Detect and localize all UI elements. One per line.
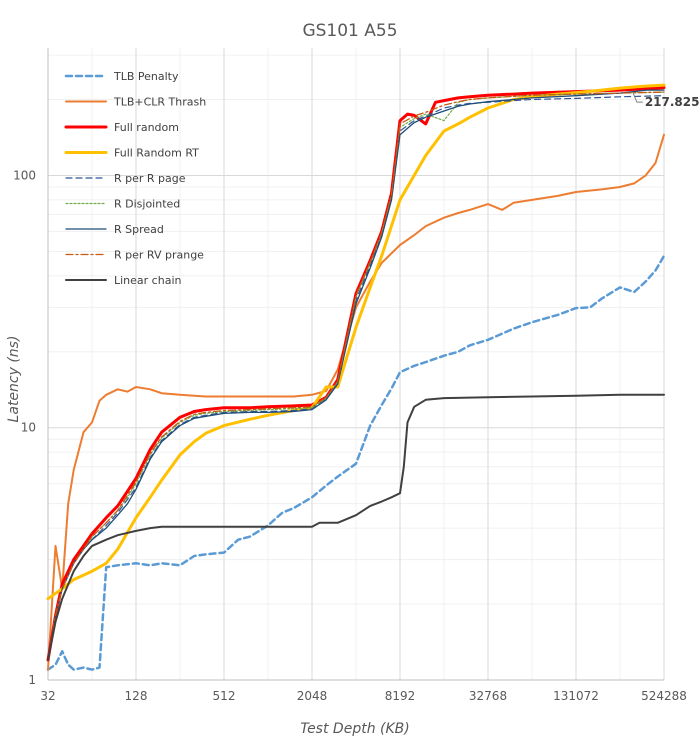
series-line-full-random xyxy=(46,86,666,662)
series-group xyxy=(46,83,666,671)
grid xyxy=(47,48,665,681)
y-tick-label: 100 xyxy=(13,168,36,182)
legend-label-r-per-r-page: R per R page xyxy=(114,172,186,185)
y-axis-title: Latency (ns) xyxy=(6,336,22,423)
x-axis-title: Test Depth (KB) xyxy=(300,721,409,737)
series-line-tlb-penalty xyxy=(46,254,666,671)
x-tick-label: 32 xyxy=(40,689,55,703)
data-label-annotation: 217.825 xyxy=(645,95,700,109)
axes: 32 128 512 2048 8192 32768 131072 524288 1 10 100 xyxy=(13,48,687,703)
annotation-leader-line xyxy=(632,91,643,103)
legend-label-full-random-rt: Full Random RT xyxy=(114,147,199,160)
legend-label-full-random: Full random xyxy=(114,121,179,134)
x-tick-label: 512 xyxy=(213,689,236,703)
x-tick-label: 524288 xyxy=(641,689,687,703)
chart-title: GS101 A55 xyxy=(302,21,397,41)
series-line-r-per-r-page xyxy=(47,95,665,661)
legend-label-r-per-rv-prange: R per RV prange xyxy=(114,249,204,262)
series-line-r-spread xyxy=(47,89,665,661)
y-tick-label: 1 xyxy=(28,673,36,687)
legend-label-linear-chain: Linear chain xyxy=(114,274,182,287)
legend-label-tlb-penalty: TLB Penalty xyxy=(113,70,179,83)
legend: TLB Penalty TLB+CLR Thrash Full random Full… xyxy=(64,70,206,287)
y-tick-label: 10 xyxy=(21,421,36,435)
series-line-r-per-rv-prange xyxy=(47,91,665,661)
x-tick-label: 131072 xyxy=(553,689,599,703)
x-tick-label: 8192 xyxy=(385,689,416,703)
series-line-linear-chain xyxy=(47,393,665,661)
x-tick-label: 32768 xyxy=(469,689,507,703)
series-line-tlb-clr-thrash xyxy=(47,133,665,671)
legend-label-r-spread: R Spread xyxy=(114,223,164,236)
x-tick-label: 128 xyxy=(125,689,148,703)
x-tick-label: 2048 xyxy=(297,689,328,703)
series-line-full-random-rt xyxy=(46,83,666,601)
legend-label-tlb-clr-thrash: TLB+CLR Thrash xyxy=(113,96,206,109)
legend-label-r-disjointed: R Disjointed xyxy=(114,198,180,211)
annotations: 217.825 xyxy=(632,91,700,109)
